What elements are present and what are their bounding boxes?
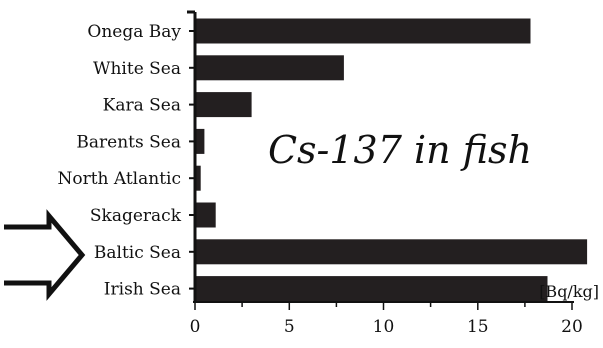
chart-title: Cs-137 in fish [268, 128, 532, 172]
bars-layer [195, 18, 588, 302]
bar [195, 55, 344, 81]
category-label: North Atlantic [57, 169, 181, 189]
category-label: Kara Sea [103, 96, 181, 116]
category-label: Baltic Sea [94, 243, 181, 263]
x-tick-label: 5 [284, 317, 295, 337]
axis-layer [187, 10, 574, 310]
x-tick-label: 0 [190, 317, 201, 337]
unit-label: [Bq/kg] [539, 282, 599, 301]
arrow-right-icon [4, 209, 86, 301]
bar [195, 18, 531, 44]
x-tick-label: 10 [373, 317, 395, 337]
category-label: White Sea [93, 59, 181, 79]
labels-layer: Onega Bay White Sea Kara Sea Barents Sea Nor… [57, 22, 582, 337]
bar [195, 202, 216, 228]
category-label: Barents Sea [76, 132, 181, 152]
bar [195, 239, 588, 265]
x-tick-label: 15 [467, 317, 489, 337]
category-label: Onega Bay [87, 22, 181, 42]
bar [195, 276, 548, 302]
x-tick-label: 20 [561, 317, 583, 337]
bar [195, 92, 252, 118]
category-label: Skagerack [90, 206, 182, 226]
category-label: Irish Sea [104, 280, 181, 300]
bar [195, 128, 205, 154]
bar [195, 165, 201, 191]
